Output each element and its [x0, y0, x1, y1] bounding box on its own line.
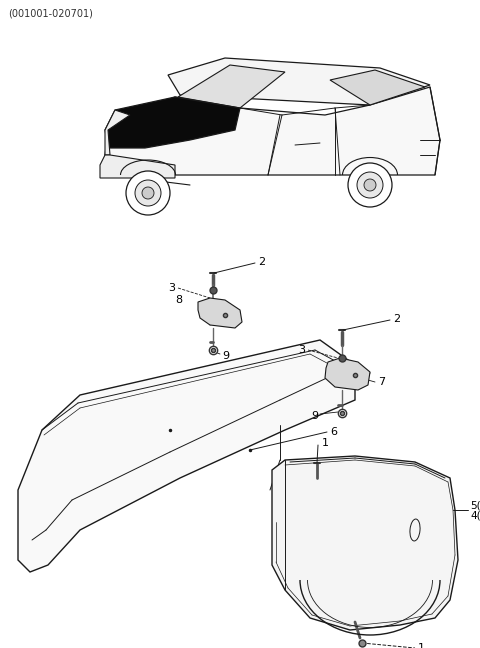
Text: 4(LH): 4(LH) [470, 511, 480, 521]
Polygon shape [325, 358, 370, 390]
Circle shape [348, 163, 392, 207]
Text: (001001-020701): (001001-020701) [8, 9, 93, 19]
Text: 1: 1 [322, 438, 329, 448]
Polygon shape [198, 298, 242, 328]
Circle shape [142, 187, 154, 199]
Text: 3: 3 [168, 283, 175, 293]
Circle shape [135, 180, 161, 206]
Polygon shape [178, 65, 285, 108]
Text: 3: 3 [298, 345, 305, 355]
Polygon shape [272, 456, 458, 630]
Text: 2: 2 [393, 314, 400, 324]
Text: 9: 9 [222, 351, 229, 361]
Polygon shape [18, 340, 355, 572]
Polygon shape [100, 155, 175, 178]
Text: 7: 7 [378, 377, 385, 387]
Polygon shape [105, 110, 130, 155]
Text: 9: 9 [311, 411, 318, 421]
Circle shape [126, 171, 170, 215]
Circle shape [357, 172, 383, 198]
Polygon shape [330, 70, 425, 105]
Text: 8: 8 [175, 295, 182, 305]
Circle shape [364, 179, 376, 191]
Text: 1: 1 [418, 643, 425, 648]
Text: 5(RH): 5(RH) [470, 500, 480, 510]
Text: 2: 2 [258, 257, 265, 267]
Polygon shape [105, 97, 240, 148]
Text: 6: 6 [330, 427, 337, 437]
Polygon shape [105, 87, 440, 175]
Polygon shape [168, 58, 430, 105]
